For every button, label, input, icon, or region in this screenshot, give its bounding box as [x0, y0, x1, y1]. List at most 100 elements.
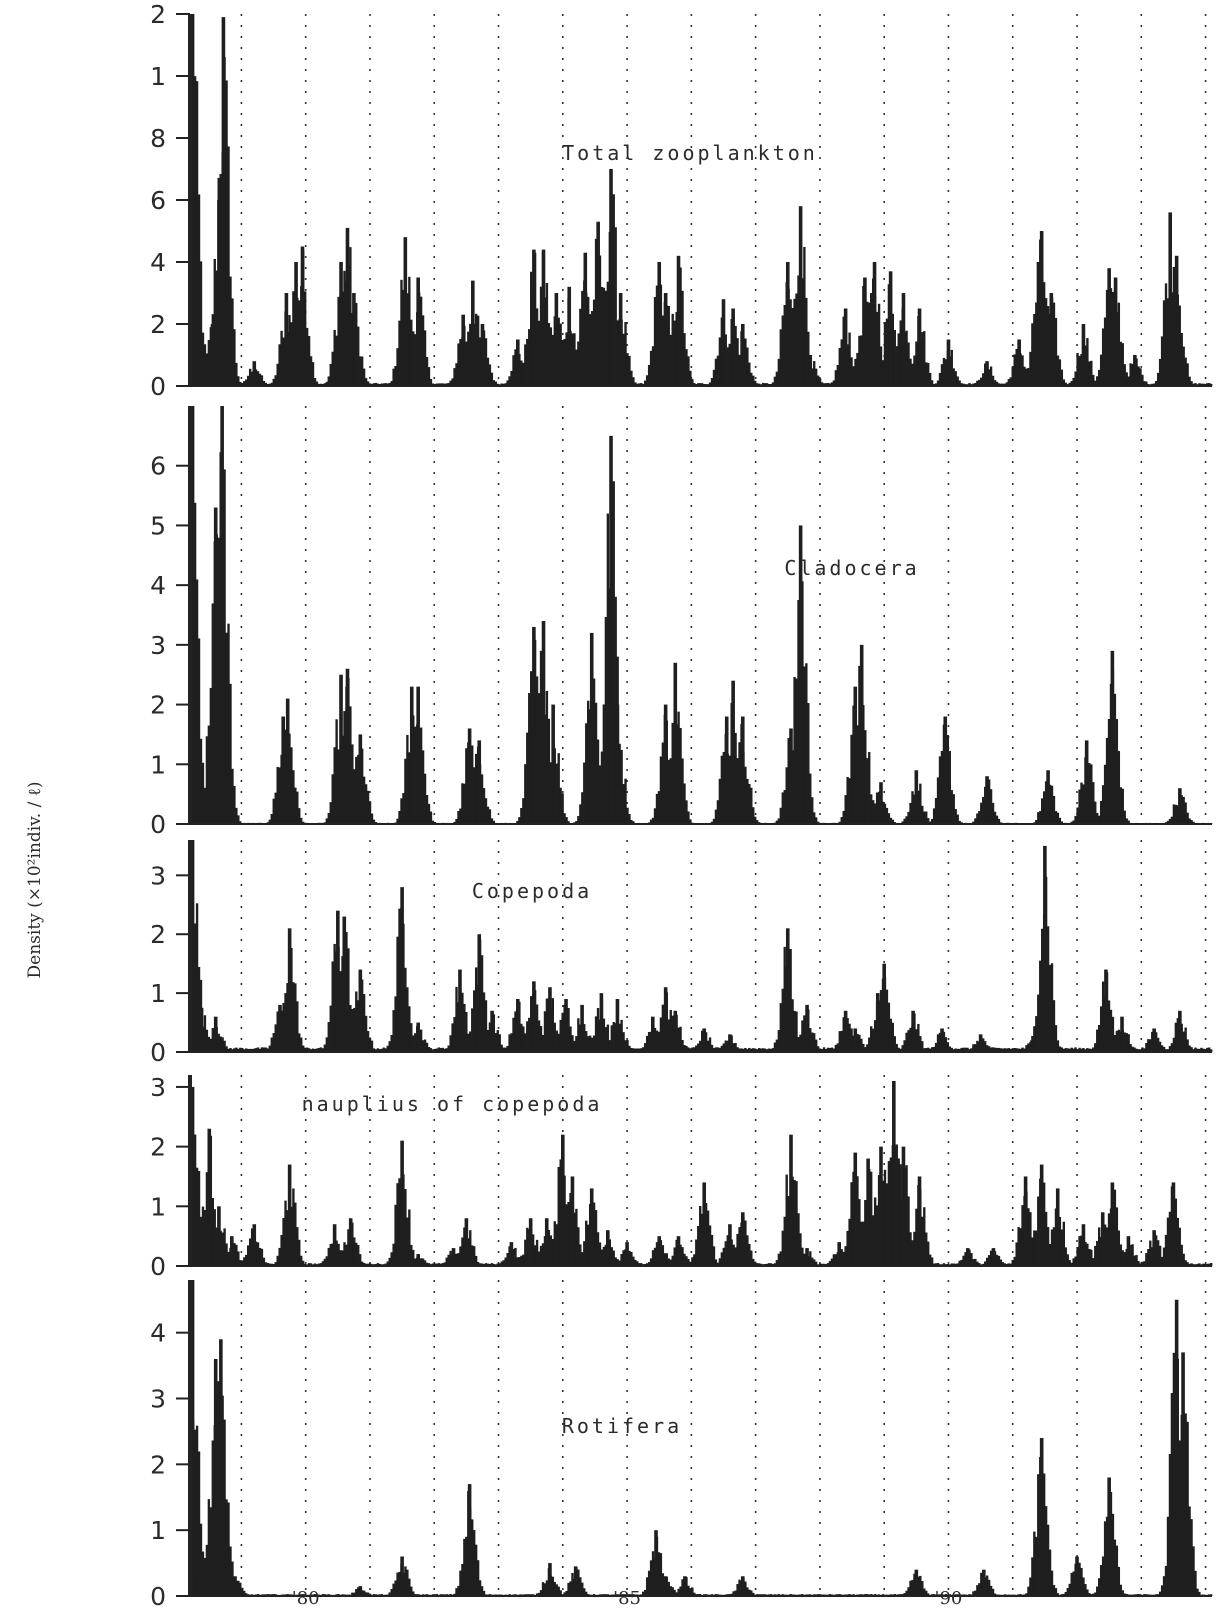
density-bar — [1039, 811, 1042, 824]
peak-bar-13 — [416, 277, 420, 386]
density-bar — [718, 1047, 722, 1052]
density-bar — [834, 370, 838, 386]
density-bar — [750, 787, 753, 824]
density-bar — [406, 1217, 409, 1266]
density-bar — [856, 725, 859, 824]
density-bar — [738, 742, 741, 824]
density-bar — [738, 1048, 741, 1052]
density-bar — [669, 1009, 672, 1052]
density-bar — [384, 1048, 387, 1052]
density-bar — [439, 1263, 442, 1266]
density-bar — [233, 1048, 236, 1052]
peak-bar-12 — [477, 934, 482, 1052]
density-bar — [260, 1248, 264, 1266]
density-bar — [978, 1263, 981, 1266]
density-bar — [1129, 1244, 1132, 1266]
density-bar — [736, 1584, 739, 1596]
density-bar — [746, 778, 749, 824]
density-bar — [1164, 1565, 1168, 1596]
density-bar — [689, 1588, 692, 1596]
density-bar — [366, 1592, 370, 1596]
density-bar — [398, 810, 401, 824]
density-bar — [893, 1036, 896, 1052]
density-bar — [1099, 1006, 1103, 1052]
density-bar — [1103, 1521, 1107, 1596]
density-bar — [726, 1040, 729, 1052]
density-bar — [1164, 1049, 1168, 1052]
density-bar — [834, 1044, 838, 1052]
density-bar — [1074, 371, 1077, 386]
peak-bar-19 — [599, 993, 604, 1052]
density-bar — [1105, 1516, 1109, 1596]
density-bar — [1202, 1263, 1205, 1266]
density-bar — [282, 1002, 285, 1052]
density-bar — [803, 246, 806, 386]
density-bar — [274, 792, 277, 824]
density-bar — [1151, 1031, 1154, 1052]
density-bar — [1001, 1262, 1005, 1266]
y-tick-label: 1 — [150, 750, 166, 779]
density-bar — [1115, 1545, 1119, 1596]
peak-bar-10 — [345, 227, 350, 386]
density-bar — [1131, 363, 1134, 386]
density-bar — [1178, 1440, 1181, 1596]
density-bar — [850, 1182, 853, 1266]
density-bar — [545, 1580, 549, 1596]
density-bar — [814, 1261, 818, 1266]
density-bar — [925, 1048, 928, 1052]
density-bar — [942, 357, 946, 386]
density-bar — [435, 383, 439, 386]
density-bar — [535, 1004, 539, 1052]
density-bar — [319, 383, 323, 386]
density-bar — [303, 1263, 307, 1266]
peak-bar-6 — [339, 674, 343, 824]
density-bar — [840, 339, 843, 386]
density-bar — [667, 1581, 670, 1596]
density-bar — [431, 1049, 435, 1052]
density-bar — [842, 1017, 845, 1052]
density-bar — [1084, 345, 1087, 386]
density-bar — [932, 1046, 936, 1052]
peak-bar-31 — [943, 716, 948, 824]
density-bar — [691, 1587, 694, 1596]
density-bar — [838, 347, 841, 386]
density-bar — [1076, 353, 1079, 386]
density-bar — [1180, 1244, 1183, 1266]
density-bar — [551, 1238, 554, 1266]
density-bar — [433, 1048, 437, 1052]
density-bar — [245, 1254, 248, 1266]
density-bar — [773, 1263, 777, 1266]
density-bar — [561, 1012, 564, 1052]
density-bar — [1037, 1196, 1040, 1266]
density-bar — [577, 341, 580, 386]
density-bar — [732, 1591, 735, 1596]
density-bar — [227, 1048, 230, 1052]
peak-bar-49 — [1113, 277, 1118, 386]
density-bar — [634, 382, 637, 386]
y-tick-label: 1 — [150, 1192, 166, 1221]
density-bar — [457, 1253, 460, 1266]
density-bar — [783, 1216, 786, 1266]
density-bar — [972, 1044, 975, 1052]
peak-bar-32 — [985, 776, 989, 824]
density-bar — [736, 338, 739, 386]
y-tick-label: 0 — [150, 1038, 166, 1067]
density-bar — [449, 1035, 452, 1052]
density-bar — [974, 1590, 977, 1596]
density-bar — [921, 1216, 924, 1266]
density-bar — [659, 756, 663, 824]
density-bar — [1198, 383, 1201, 386]
density-bar — [799, 1034, 802, 1052]
density-bar — [1037, 812, 1040, 824]
density-bar — [640, 1048, 643, 1052]
peak-bar-33 — [798, 206, 803, 386]
density-bar — [419, 296, 423, 386]
density-bar — [347, 1229, 350, 1266]
density-bar — [1068, 1583, 1071, 1596]
density-bar — [535, 308, 539, 386]
density-bar — [1080, 1235, 1083, 1266]
density-bar — [575, 1036, 578, 1052]
density-bar — [555, 1584, 558, 1596]
y-tick-label: 4 — [150, 248, 166, 277]
